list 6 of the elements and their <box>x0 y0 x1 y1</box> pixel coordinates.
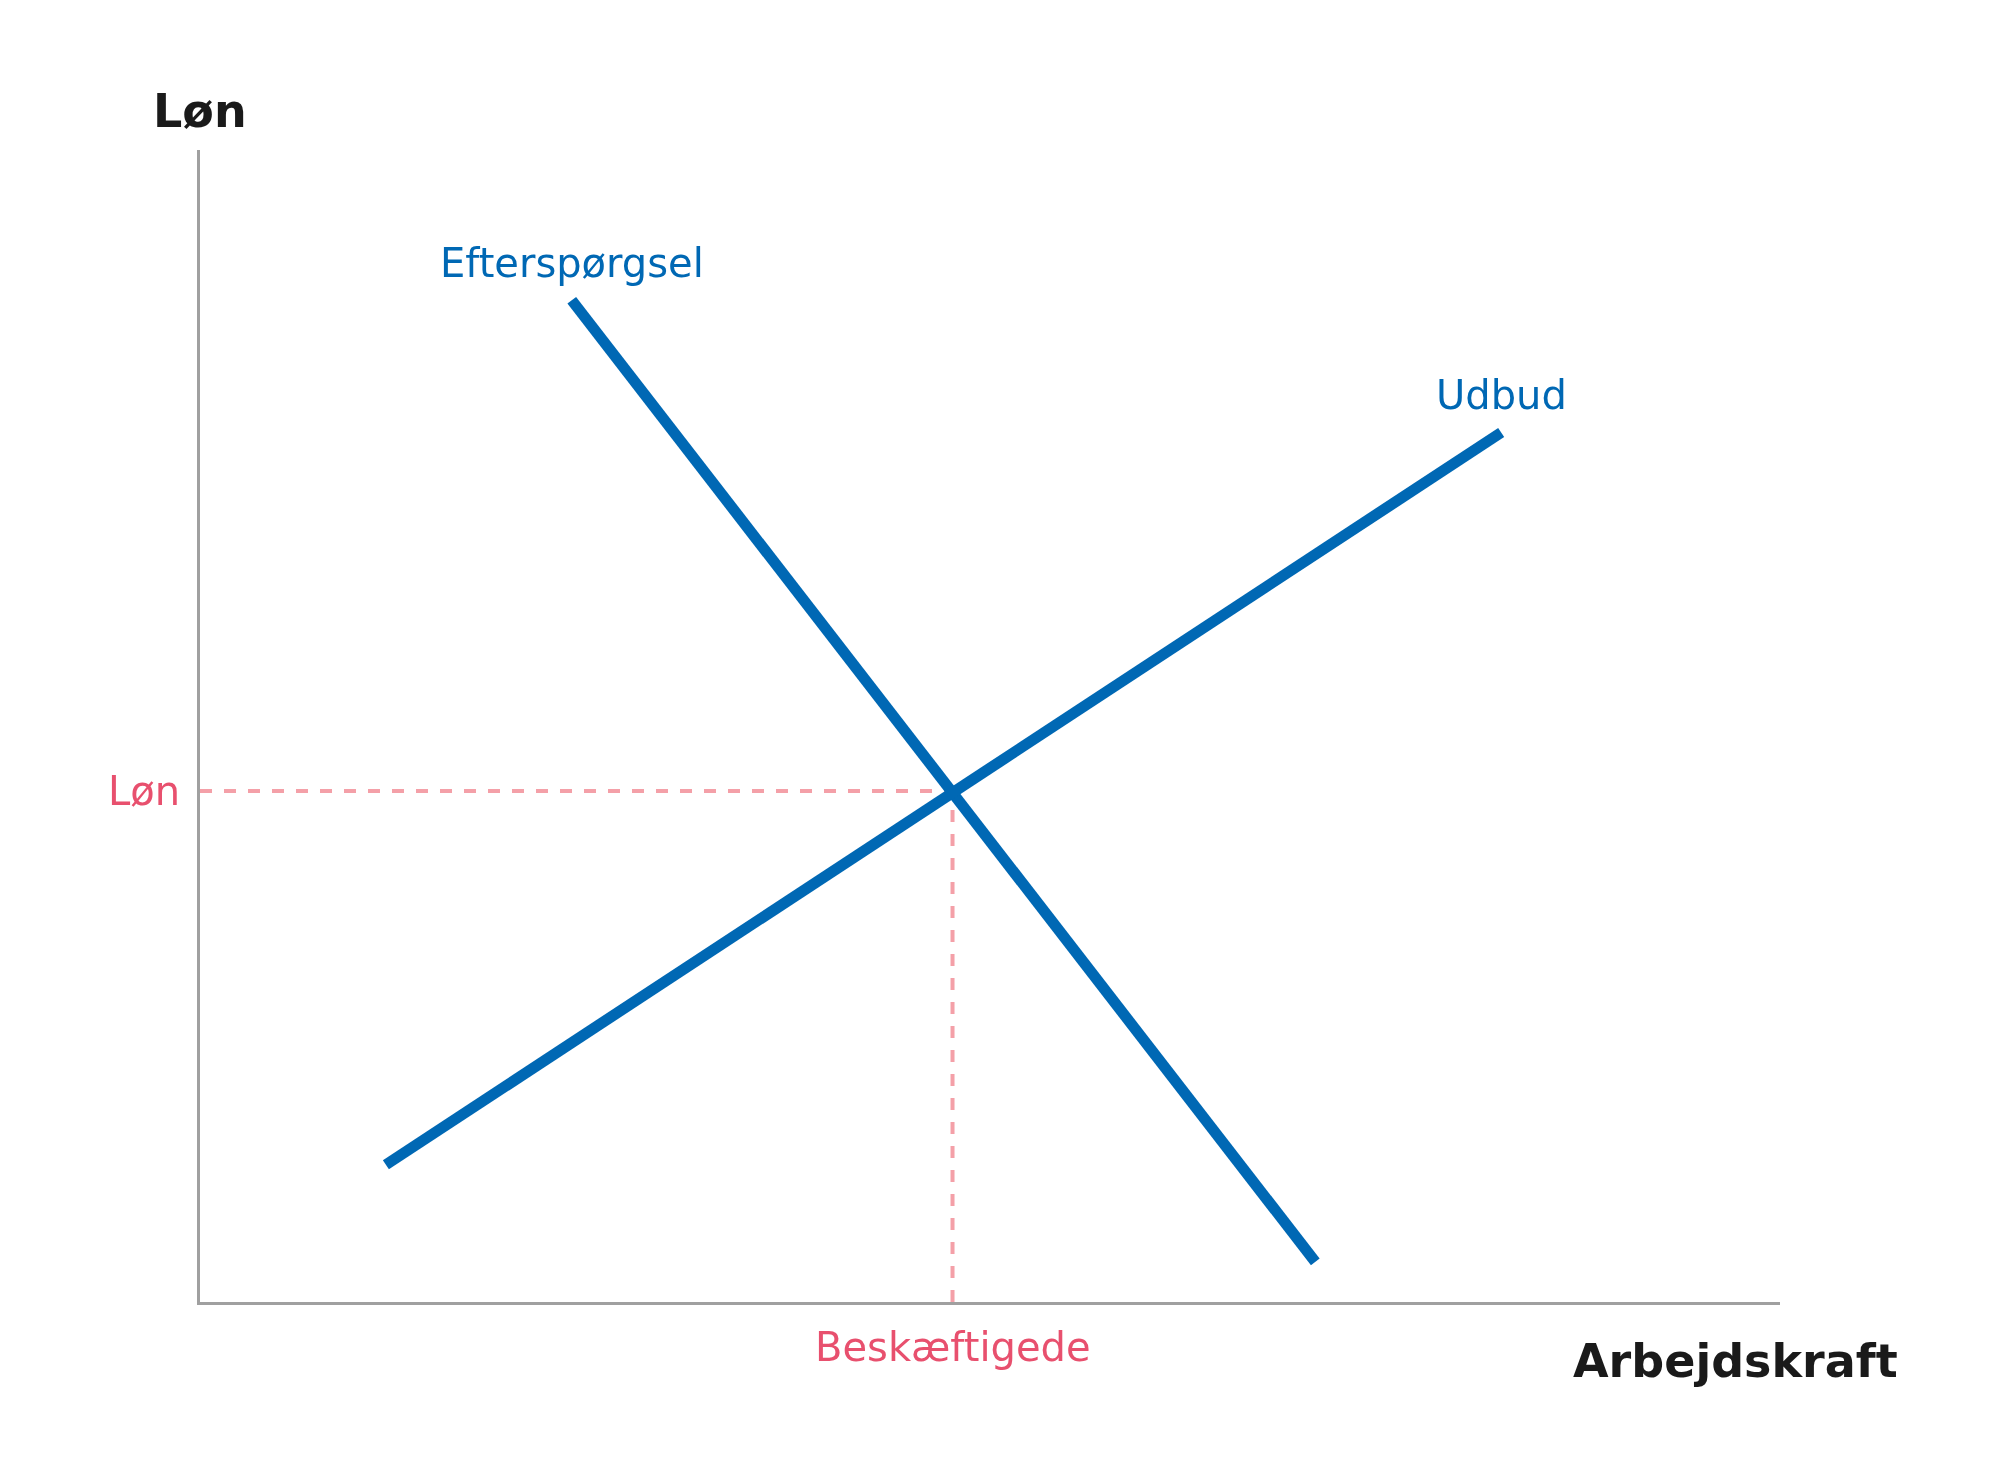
ref-line-label: Løn <box>108 768 181 814</box>
text: Beskæftigede <box>815 1324 1091 1370</box>
series-label: Efterspørgsel <box>440 240 704 286</box>
y-axis-title: Løn <box>153 84 247 138</box>
series-label: Udbud <box>1436 372 1567 418</box>
x-axis-title: Arbejdskraft <box>1573 1334 1898 1388</box>
